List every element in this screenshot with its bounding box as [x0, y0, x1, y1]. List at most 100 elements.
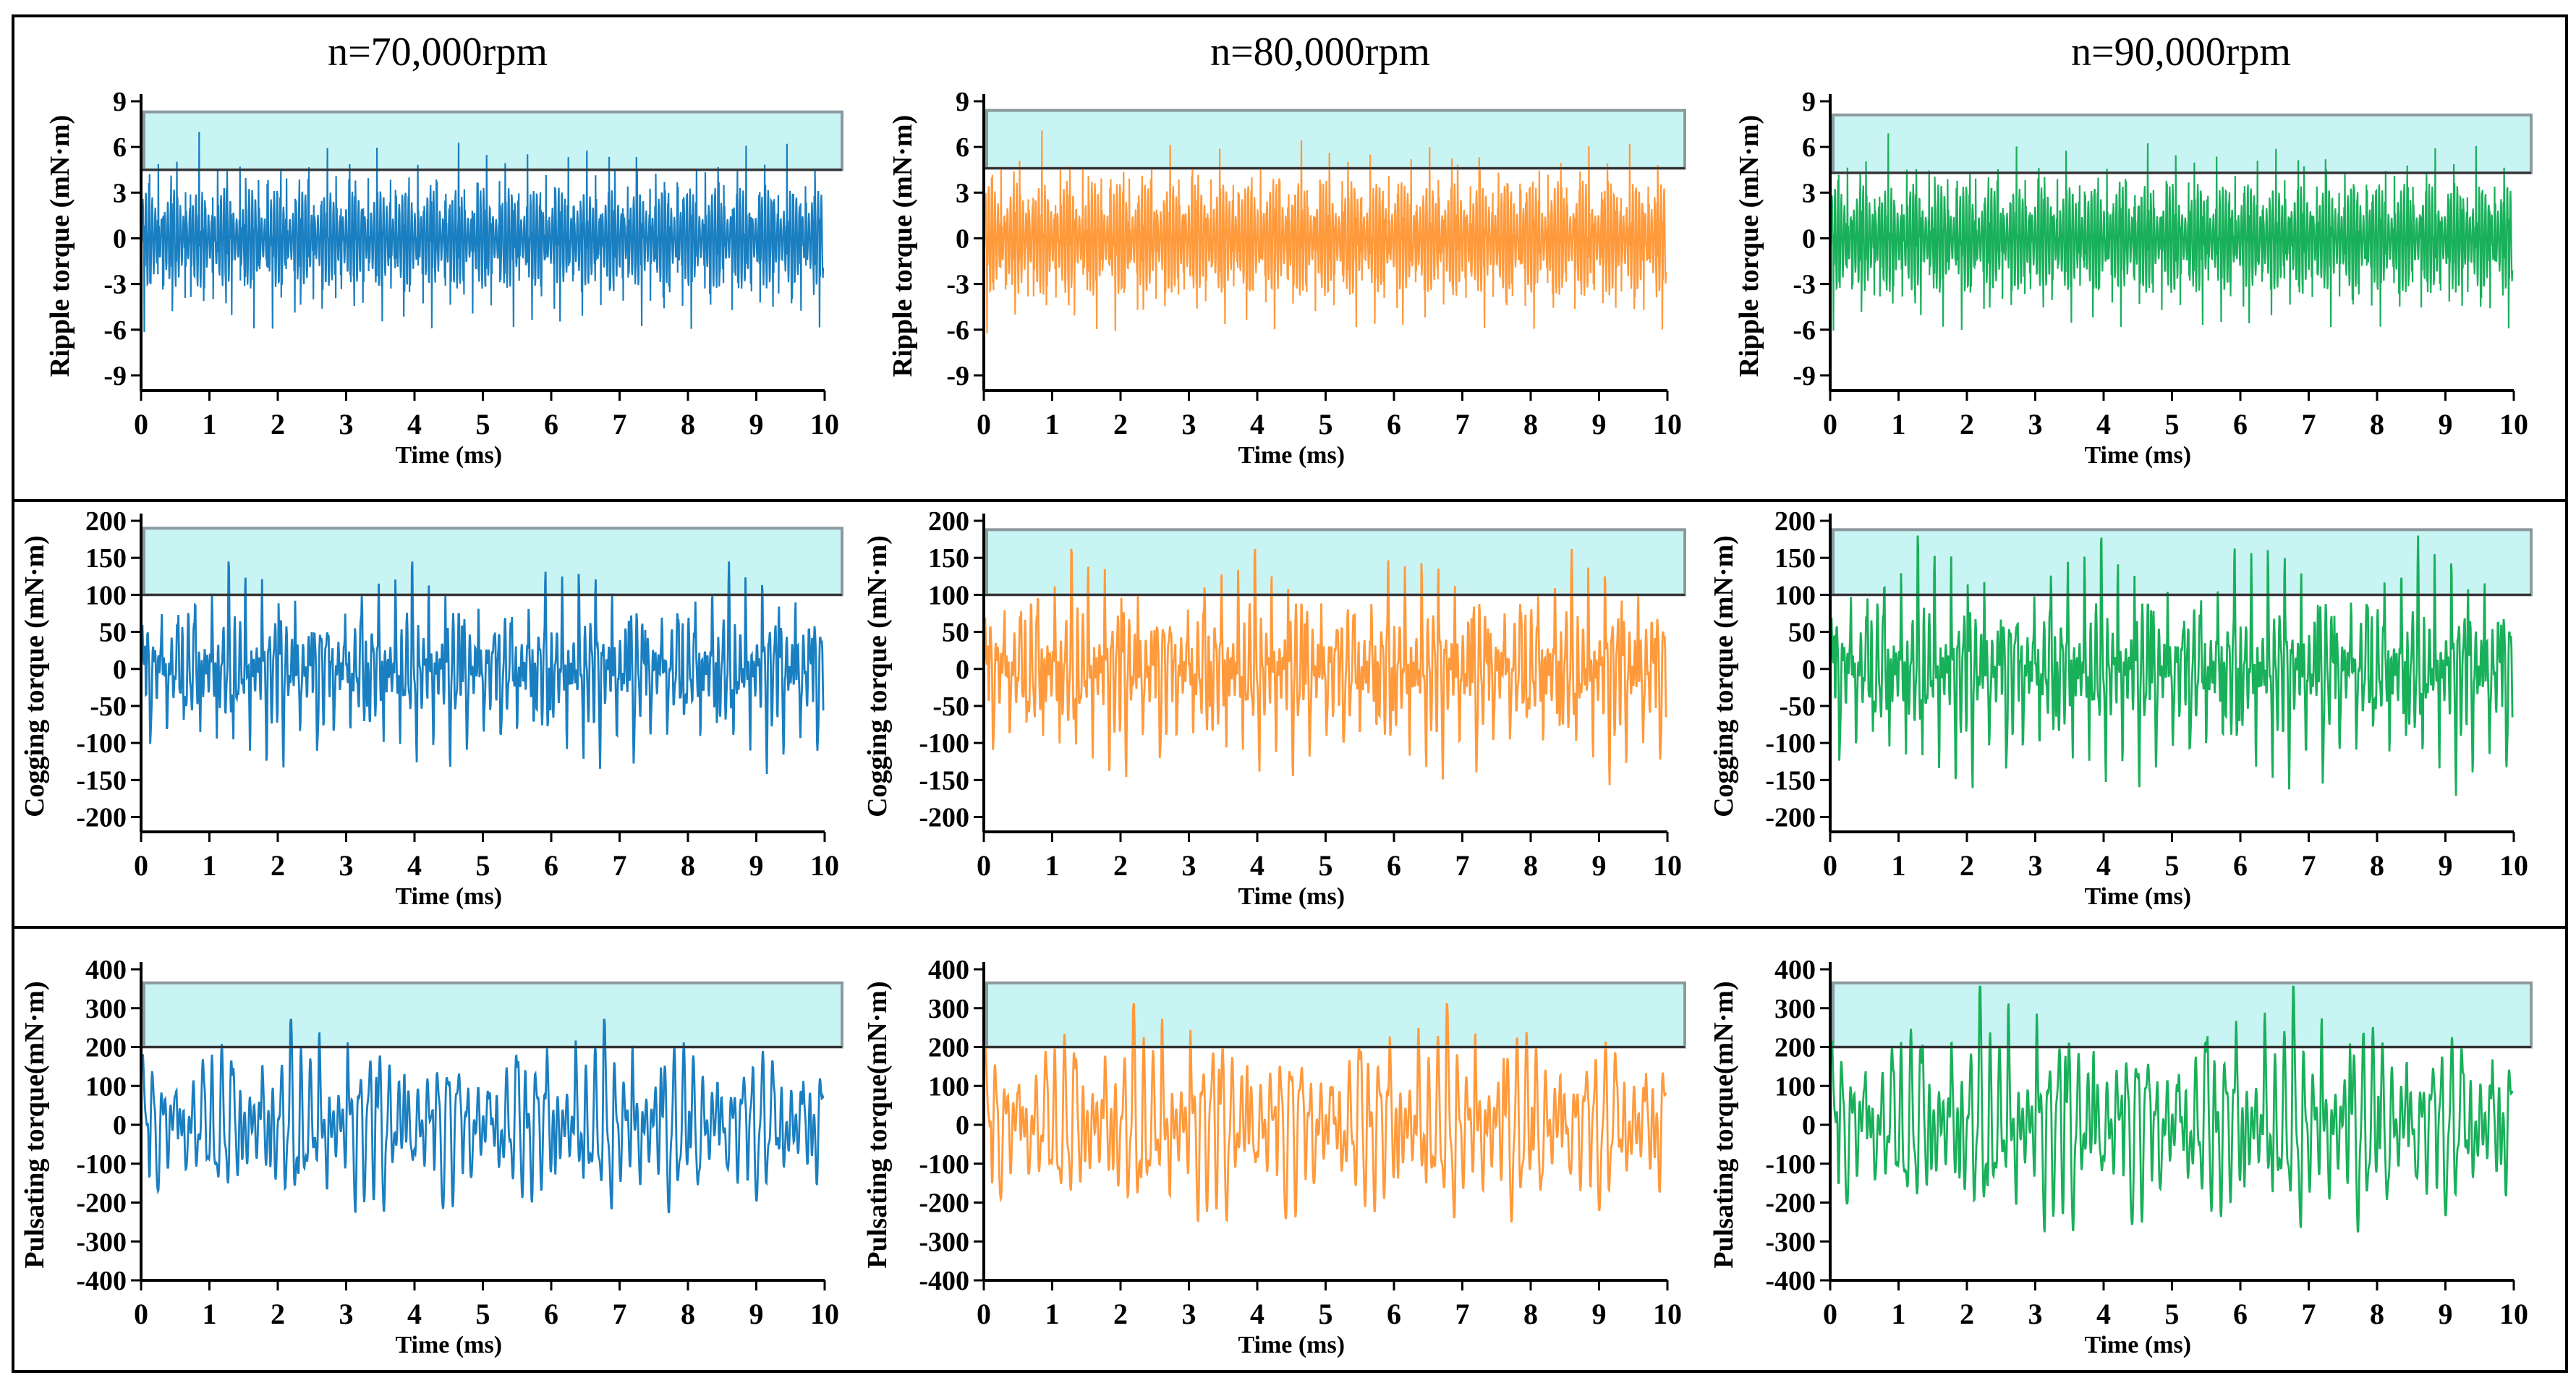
chart-r1c0-xtick-label-2: 2 — [271, 849, 285, 882]
chart-r0c2-xtick-label-1: 1 — [1892, 408, 1906, 441]
chart-r0c2-highlight-band — [1832, 113, 2533, 174]
chart-r0c0-highlight-band — [143, 110, 843, 171]
chart-r0c2-ytick-label-4: 3 — [1802, 178, 1816, 208]
chart-r1c1-xtick-label-5: 5 — [1319, 849, 1333, 882]
chart-r1c0-ytick-label-8: 200 — [85, 506, 127, 537]
chart-r1c2-xtick-label-8: 8 — [2370, 849, 2384, 882]
chart-r1c0-xtick-label-1: 1 — [203, 849, 217, 882]
chart-r0c1-ytick-label-3: 0 — [956, 224, 969, 254]
chart-r0c0-xtick-label-9: 9 — [749, 408, 764, 441]
chart-r2c1-ytick-label-3: -100 — [919, 1149, 969, 1180]
chart-r2c1-xtick-label-7: 7 — [1455, 1298, 1470, 1330]
chart-r2c1-ytick-label-1: -300 — [919, 1227, 969, 1257]
chart-r2c0-ytick-label-6: 200 — [85, 1033, 127, 1063]
chart-r1c1-ylabel: Cogging torque (mN·m) — [862, 535, 893, 817]
figure-frame — [12, 14, 2568, 1373]
chart-r0c2-xtick-label-5: 5 — [2165, 408, 2180, 441]
chart-r1c2-ytick-label-7: 150 — [1774, 543, 1816, 574]
chart-r0c0-xtick-label-3: 3 — [339, 408, 354, 441]
chart-r2c1-xtick-label-4: 4 — [1250, 1298, 1264, 1330]
chart-r1c0-ytick-label-7: 150 — [85, 543, 127, 574]
chart-r2c0-xtick-label-4: 4 — [407, 1298, 422, 1330]
chart-r2c0-ylabel: Pulsating torque(mN·m) — [20, 981, 50, 1268]
chart-r2c0-xtick-label-8: 8 — [681, 1298, 695, 1330]
chart-r2c1-xtick-label-6: 6 — [1387, 1298, 1401, 1330]
chart-r1c2-ylabel: Cogging torque (mN·m) — [1709, 535, 1739, 817]
chart-r0c2-ytick-label-1: -6 — [1793, 315, 1816, 346]
chart-r0c1-xtick-label-10: 10 — [1653, 408, 1682, 441]
chart-r0c0-xtick-label-5: 5 — [476, 408, 490, 441]
chart-r1c1-ytick-label-1: -150 — [919, 765, 969, 796]
chart-r1c0-xtick-label-7: 7 — [613, 849, 627, 882]
chart-r1c1-series-line — [984, 548, 1667, 786]
chart-r0c2-xtick-label-9: 9 — [2439, 408, 2453, 441]
chart-r1c0-ytick-label-2: -100 — [76, 728, 127, 759]
chart-r1c1-xtick-label-0: 0 — [977, 849, 991, 882]
chart-r0c1-highlight-band — [985, 109, 1686, 170]
chart-r2c1-ytick-label-7: 300 — [928, 994, 969, 1024]
chart-r2c2-xtick-label-0: 0 — [1823, 1298, 1837, 1330]
chart-r1c0-xtick-label-3: 3 — [339, 849, 354, 882]
chart-r2c2-xtick-label-2: 2 — [1960, 1298, 1974, 1330]
chart-r1c2-xtick-label-5: 5 — [2165, 849, 2180, 882]
chart-r1c0-series-line — [141, 561, 825, 775]
chart-r1c0-ytick-label-1: -150 — [76, 765, 127, 796]
chart-r1c2-xtick-label-0: 0 — [1823, 849, 1837, 882]
chart-r1c1-highlight-band — [985, 528, 1686, 597]
chart-r0c1-xtick-label-1: 1 — [1045, 408, 1060, 441]
chart-r2c2-ylabel: Pulsating torque(mN·m) — [1709, 981, 1739, 1268]
chart-r1c1-ytick-label-2: -100 — [919, 728, 969, 759]
chart-r0c2-ylabel: Ripple torque (mN·m) — [1734, 115, 1764, 377]
chart-r2c0-ytick-label-4: 0 — [113, 1110, 127, 1141]
chart-r0c2-xtick-label-7: 7 — [2302, 408, 2316, 441]
chart-r0c2-ytick-label-5: 6 — [1802, 132, 1816, 163]
chart-r2c0-ytick-label-3: -100 — [76, 1149, 127, 1180]
chart-r2c1-xtick-label-0: 0 — [977, 1298, 991, 1330]
chart-r2c1-series-line — [984, 1003, 1667, 1223]
chart-r2c0-xtick-label-1: 1 — [203, 1298, 217, 1330]
chart-r0c1-ytick-label-6: 9 — [956, 87, 969, 117]
chart-r0c2-xtick-label-0: 0 — [1823, 408, 1837, 441]
chart-r1c2-xtick-label-7: 7 — [2302, 849, 2316, 882]
chart-r0c0-xtick-label-0: 0 — [134, 408, 148, 441]
chart-r1c1-xtick-label-8: 8 — [1523, 849, 1538, 882]
chart-r1c0-ytick-label-4: 0 — [113, 655, 127, 685]
chart-r1c2-ytick-label-4: 0 — [1802, 655, 1816, 685]
chart-r1c1-xtick-label-4: 4 — [1250, 849, 1264, 882]
chart-r2c0-xtick-label-0: 0 — [134, 1298, 148, 1330]
chart-r1c2-xtick-label-2: 2 — [1960, 849, 1974, 882]
column-title-70k: n=70,000rpm — [328, 30, 548, 75]
chart-r2c2-ytick-label-1: -300 — [1765, 1227, 1816, 1257]
chart-r0c1-xtick-label-9: 9 — [1592, 408, 1607, 441]
chart-r0c1-ylabel: Ripple torque (mN·m) — [888, 115, 918, 377]
chart-r2c0-ytick-label-2: -200 — [76, 1188, 127, 1219]
chart-r1c0-xtick-label-6: 6 — [544, 849, 558, 882]
chart-r0c0-ytick-label-2: -3 — [103, 270, 127, 300]
chart-r1c2-ytick-label-8: 200 — [1774, 506, 1816, 537]
chart-r1c1-ytick-label-3: -50 — [932, 692, 969, 722]
chart-r0c1-xtick-label-3: 3 — [1182, 408, 1196, 441]
chart-r2c1-xtick-label-9: 9 — [1592, 1298, 1607, 1330]
chart-r1c0-highlight-band — [143, 527, 843, 597]
chart-r1c0-ylabel: Cogging torque (mN·m) — [20, 535, 50, 817]
chart-r2c2-ytick-label-8: 400 — [1774, 955, 1816, 985]
chart-r2c1-xtick-label-5: 5 — [1319, 1298, 1333, 1330]
chart-r2c2-xlabel: Time (ms) — [2084, 1332, 2191, 1358]
chart-r1c2-ytick-label-6: 100 — [1774, 580, 1816, 611]
chart-r2c1-xtick-label-10: 10 — [1653, 1298, 1682, 1330]
chart-r1c2-ytick-label-5: 50 — [1788, 618, 1816, 648]
chart-r1c0-ytick-label-3: -50 — [90, 692, 127, 722]
chart-r2c0-xtick-label-9: 9 — [749, 1298, 764, 1330]
chart-r0c1-xtick-label-5: 5 — [1319, 408, 1333, 441]
chart-r0c1-xtick-label-0: 0 — [977, 408, 991, 441]
chart-r2c1-xtick-label-3: 3 — [1182, 1298, 1196, 1330]
row-divider-1 — [12, 499, 2568, 502]
chart-r0c1-ytick-label-0: -9 — [946, 361, 969, 391]
chart-r0c2-xtick-label-8: 8 — [2370, 408, 2384, 441]
chart-r0c0-xtick-label-7: 7 — [613, 408, 627, 441]
chart-r1c1-ytick-label-0: -200 — [919, 803, 969, 833]
chart-r1c2-xtick-label-1: 1 — [1892, 849, 1906, 882]
chart-r2c2-ytick-label-0: -400 — [1765, 1266, 1816, 1296]
chart-r1c0-ytick-label-6: 100 — [85, 580, 127, 611]
chart-r0c0-xtick-label-2: 2 — [271, 408, 285, 441]
